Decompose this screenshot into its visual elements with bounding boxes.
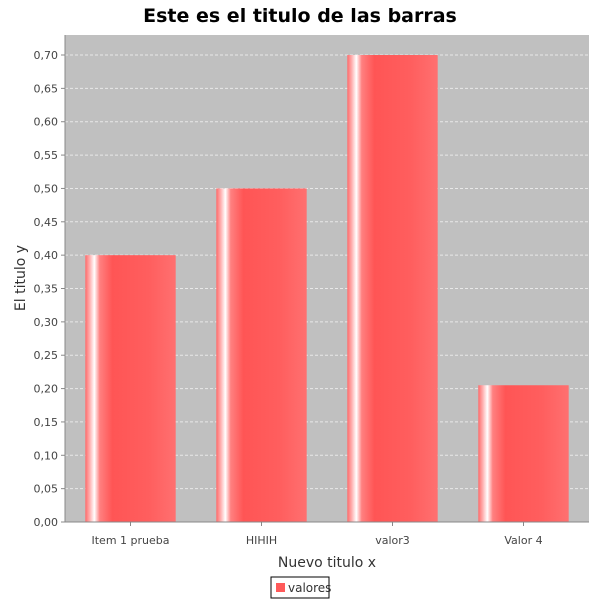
x-tick-label: HIHIH: [246, 534, 277, 547]
y-tick-label: 0,70: [34, 49, 59, 62]
y-tick-label: 0,60: [34, 116, 59, 129]
bars: [85, 55, 569, 522]
x-tick-label: Item 1 prueba: [92, 534, 170, 547]
y-tick-label: 0,55: [34, 149, 59, 162]
x-tick-label: valor3: [375, 534, 410, 547]
y-tick-label: 0,00: [34, 516, 59, 529]
y-tick-label: 0,40: [34, 249, 59, 262]
y-tick-label: 0,10: [34, 449, 59, 462]
y-tick-label: 0,15: [34, 416, 59, 429]
y-axis-ticks: 0,00 0,05 0,10 0,15 0,20 0,25 0,30 0,35 0,40 0,45…: [34, 49, 65, 529]
chart-title: Este es el titulo de las barras: [143, 5, 457, 27]
legend-box: [270, 576, 330, 599]
x-axis-label: Nuevo titulo x: [278, 555, 376, 571]
y-axis-label: El titulo y: [13, 245, 29, 311]
y-tick-label: 0,50: [34, 182, 59, 195]
bar-3: [478, 385, 569, 522]
bar-0: [85, 255, 176, 522]
y-tick-label: 0,65: [34, 82, 59, 95]
y-tick-label: 0,25: [34, 349, 59, 362]
legend: valores: [270, 576, 331, 599]
legend-swatch: [276, 583, 285, 592]
y-tick-label: 0,35: [34, 283, 59, 296]
legend-label: valores: [288, 581, 331, 595]
y-tick-label: 0,45: [34, 216, 59, 229]
x-tick-label: Valor 4: [504, 534, 542, 547]
y-tick-label: 0,30: [34, 316, 59, 329]
x-axis-ticks: Item 1 prueba HIHIH valor3 Valor 4: [92, 522, 543, 547]
bar-1: [216, 188, 307, 522]
y-tick-label: 0,20: [34, 383, 59, 396]
bar-2: [347, 55, 438, 522]
y-tick-label: 0,05: [34, 483, 59, 496]
